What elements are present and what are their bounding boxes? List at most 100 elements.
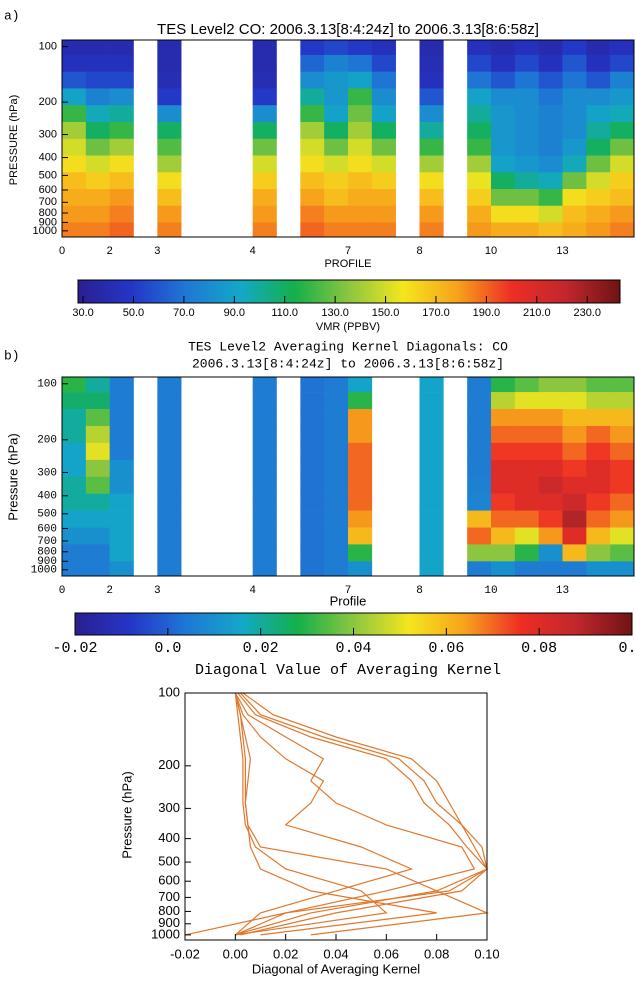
heat-cell [252,544,277,562]
heat-cell [467,222,492,238]
heat-cell [419,493,444,511]
y-tick-label: 300 [37,467,57,479]
heat-cell [562,71,587,89]
panel-label: a) [4,8,20,23]
heat-cell [514,189,539,207]
y-tick-label: 1000 [31,565,57,577]
y-tick-label: 200 [37,435,57,447]
heat-cell [157,493,182,511]
heat-cell [610,442,635,461]
heat-cell [586,561,611,577]
heat-cell [62,442,87,461]
heat-cell [324,425,349,444]
heat-cell [419,88,444,106]
heat-cell [157,54,182,72]
heat-cell [157,476,182,494]
heat-cell [348,561,373,577]
heat-cell [467,409,492,427]
heat-cell [538,189,563,207]
x-tick-label: 0.02 [273,946,298,961]
heat-cell [586,172,611,190]
heat-cell [109,138,134,156]
heat-cell [348,189,373,207]
heat-cell [467,476,492,494]
heat-cell [85,222,110,238]
heat-cell [419,138,444,156]
profile-line [184,692,488,936]
heat-cell [586,189,611,207]
heat-cell [109,71,134,89]
heat-cell [85,105,110,123]
heat-cell [109,527,134,545]
heat-cell [157,544,182,562]
heat-cell [252,54,277,72]
y-tick-label: 100 [37,379,57,391]
heat-cell [514,561,539,577]
colorbar-tick-label: 0.1 [618,640,636,657]
heat-cell [610,71,635,89]
heat-cell [109,493,134,511]
heat-cell [538,71,563,89]
heat-cell [586,544,611,562]
heat-cell [62,459,87,478]
heat-cell [157,222,182,238]
y-tick-label: 100 [39,41,57,53]
heat-cell [62,105,87,123]
colorbar-tick-label: 170.0 [422,307,450,319]
y-tick-label: 200 [158,757,180,772]
profile-line [234,692,476,936]
heat-cell [62,510,87,528]
heat-cell [324,205,349,223]
heat-cell [491,527,516,545]
heat-cell [348,122,373,140]
heat-cell [324,155,349,173]
heat-cell [85,527,110,545]
heat-cell [610,392,635,410]
heat-cell [252,138,277,156]
colorbar-tick-label: 30.0 [72,307,93,319]
heat-cell [514,105,539,123]
heat-cell [371,54,396,72]
heat-cell [300,377,325,393]
y-tick-label: 200 [39,96,57,108]
colorbar-tick-label: 90.0 [224,307,245,319]
heat-cell [109,122,134,140]
heat-cell [348,138,373,156]
heat-cell [491,40,516,56]
x-tick-label: 0.00 [223,946,248,961]
profile-line [234,692,388,936]
heat-cell [252,105,277,123]
y-tick-label: 900 [37,556,57,568]
heat-cell [324,122,349,140]
y-tick-label: 600 [39,184,57,196]
heat-cell [419,205,444,223]
heat-cell [85,377,110,393]
heat-cell [514,442,539,461]
heat-cell [491,172,516,190]
heat-cell [109,425,134,444]
heat-cell [157,510,182,528]
heat-cell [348,476,373,494]
heat-cell [62,189,87,207]
x-tick-label: 0.06 [374,946,399,961]
heat-cell [324,138,349,156]
heat-cell [109,54,134,72]
x-tick-label: 0 [59,245,65,257]
heat-cell [610,88,635,106]
x-axis-label: Profile [330,593,367,608]
heat-cell [157,409,182,427]
heat-cell [514,377,539,393]
heat-cell [109,88,134,106]
heat-cell [85,459,110,478]
heat-cell [419,425,444,444]
heat-cell [562,425,587,444]
heat-cell [514,392,539,410]
heat-cell [610,377,635,393]
heat-cell [610,105,635,123]
heat-cell [62,222,87,238]
heat-cell [491,377,516,393]
heat-cell [300,189,325,207]
heat-cell [348,409,373,427]
colorbar-tick-label: 0.04 [335,640,371,657]
heat-cell [300,527,325,545]
